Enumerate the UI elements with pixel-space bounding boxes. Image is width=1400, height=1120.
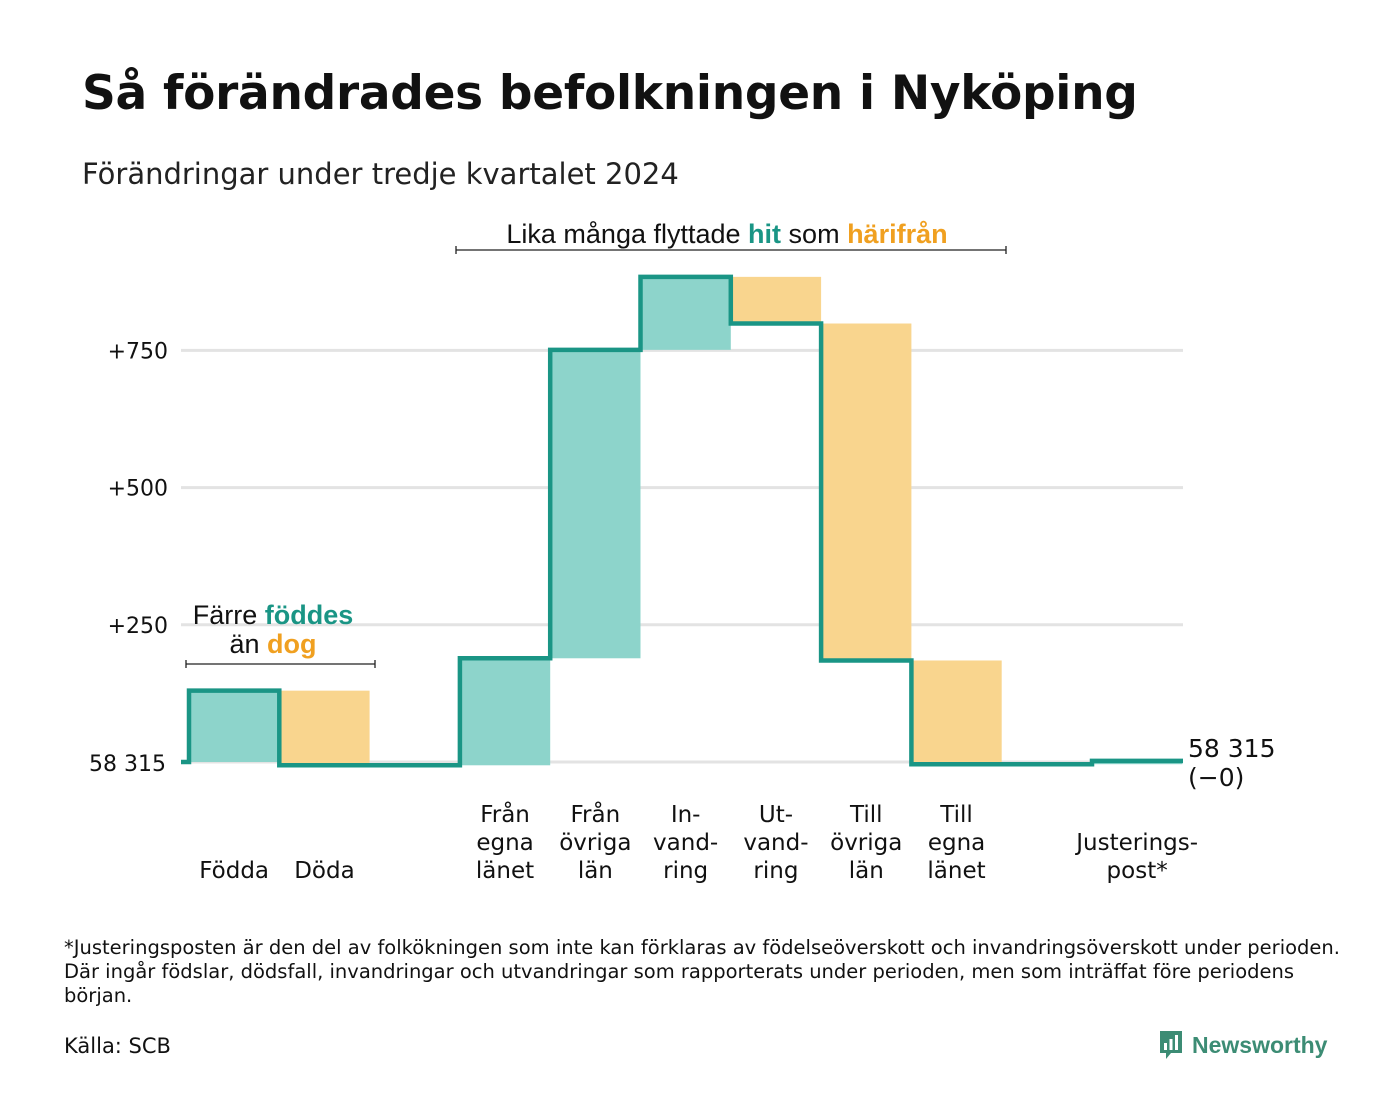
- source-label: Källa: SCB: [64, 1034, 171, 1058]
- y-tick-label: +750: [108, 339, 168, 364]
- annotation-word: hit: [748, 219, 781, 249]
- y-tick-label: +250: [108, 614, 168, 639]
- annotation-word: Färre: [193, 600, 265, 630]
- x-category-label: ring: [663, 858, 708, 884]
- annotation-text: än dog: [229, 629, 316, 659]
- x-category-label: vand-: [743, 830, 808, 856]
- waterfall-bar: [821, 323, 912, 661]
- x-category-label: Justerings-: [1074, 830, 1198, 856]
- waterfall-bar: [189, 690, 280, 762]
- x-category-label: övriga: [559, 830, 631, 856]
- annotation-word: än: [229, 629, 267, 659]
- x-category-label: egna: [928, 830, 985, 856]
- y-tick-label: 58 315: [89, 752, 166, 777]
- waterfall-bar: [730, 276, 822, 324]
- chart-title: Så förändrades befolkningen i Nyköping: [82, 66, 1138, 121]
- waterfall-bar: [911, 660, 1002, 765]
- annotation-text: Lika många flyttade hit som härifrån: [506, 219, 947, 249]
- x-category-label: länet: [476, 858, 534, 884]
- x-category-label: län: [578, 858, 613, 884]
- x-category-label: Till: [849, 802, 883, 828]
- y-tick-label: +500: [108, 477, 168, 502]
- x-category-label: Döda: [294, 858, 354, 884]
- x-category-label: länet: [927, 858, 985, 884]
- x-category-label: Ut-: [759, 802, 793, 828]
- waterfall-bar: [279, 690, 370, 766]
- waterfall-bar: [640, 276, 731, 350]
- x-category-label: In-: [671, 802, 701, 828]
- annotation-word: Lika många flyttade: [506, 219, 748, 249]
- annotation-word: som: [781, 219, 847, 249]
- x-category-label: post*: [1107, 858, 1168, 884]
- annotation-text: Färre föddes: [193, 600, 354, 630]
- brand-name: Newsworthy: [1192, 1031, 1328, 1058]
- annotation-word: härifrån: [847, 219, 948, 249]
- end-value-label: 58 315: [1188, 734, 1275, 763]
- x-category-label: ring: [753, 858, 798, 884]
- x-category-label: Från: [571, 800, 621, 828]
- waterfall-bar: [550, 349, 641, 659]
- cumulative-step-line: [181, 274, 1183, 768]
- chart-subtitle: Förändringar under tredje kvartalet 2024: [82, 157, 679, 191]
- x-category-label: Till: [939, 802, 973, 828]
- newsworthy-logo[interactable]: Newsworthy: [1158, 1027, 1327, 1063]
- chart-logo-icon: [1160, 1031, 1182, 1059]
- annotation-word: föddes: [265, 600, 354, 630]
- end-value-label: (−0): [1188, 763, 1244, 792]
- waterfall-bar: [459, 658, 551, 766]
- x-category-label: vand-: [653, 830, 718, 856]
- x-category-label: Födda: [199, 858, 269, 884]
- footnote: *Justeringsposten är den del av folkökni…: [64, 936, 1340, 1007]
- x-category-label: övriga: [830, 830, 902, 856]
- annotation-word: dog: [267, 629, 316, 659]
- x-category-label: egna: [476, 830, 533, 856]
- x-category-label: Från: [480, 800, 530, 828]
- x-category-label: län: [849, 858, 884, 884]
